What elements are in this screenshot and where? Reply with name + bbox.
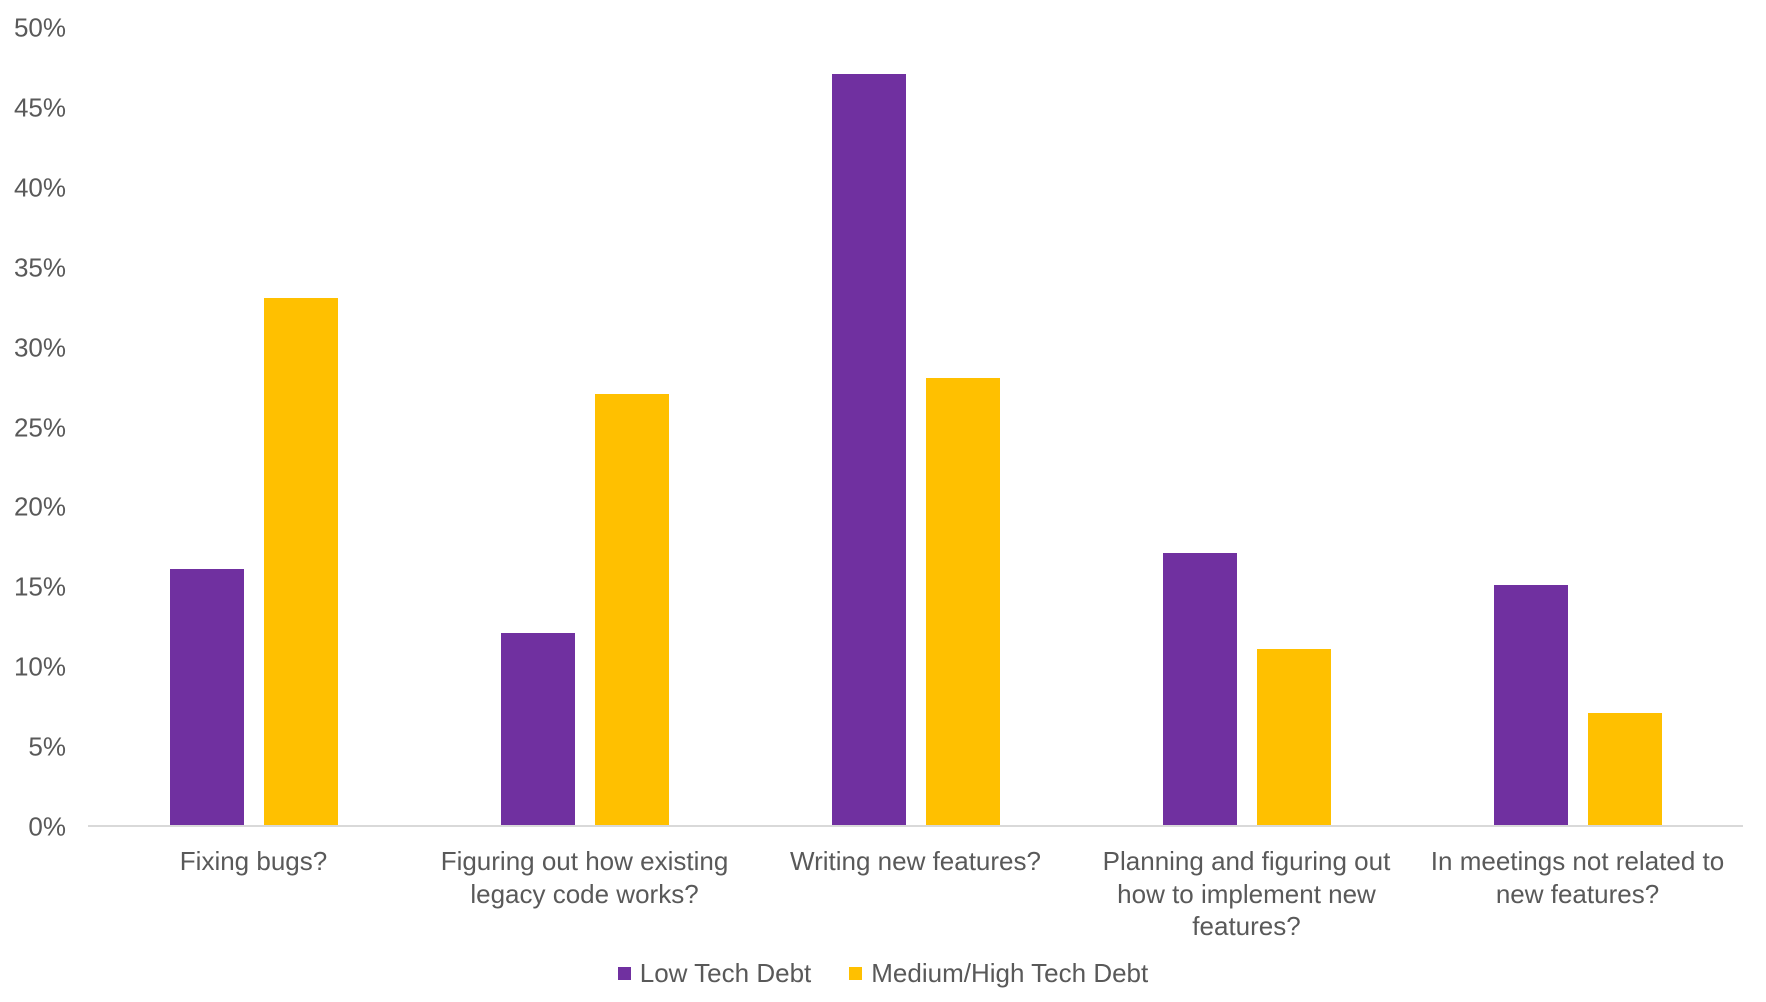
legend-label-low-tech-debt: Low Tech Debt	[639, 958, 812, 988]
legend-swatch-low-tech-debt-icon	[617, 967, 631, 980]
x-category-label: Writing new features?	[790, 846, 1041, 876]
x-category-label: Figuring out how existing legacy code wo…	[440, 846, 729, 909]
bar-low-tech-debt	[1493, 585, 1568, 825]
y-tick-label: 45%	[13, 92, 66, 123]
y-tick-label: 35%	[13, 252, 66, 283]
bar-group	[1081, 28, 1412, 825]
bar-group	[419, 28, 750, 825]
y-tick-label: 0%	[28, 811, 66, 842]
y-tick-label: 50%	[13, 12, 66, 43]
y-tick-label: 25%	[13, 412, 66, 442]
bar-medium-high-tech-debt	[263, 297, 338, 825]
y-tick-label: 40%	[13, 172, 66, 203]
bar-medium-high-tech-debt	[1256, 649, 1331, 825]
plot-area	[88, 28, 1743, 827]
bar-medium-high-tech-debt	[594, 393, 669, 825]
x-category-label: In meetings not related to new features?	[1430, 846, 1725, 909]
legend-item-medium-high-tech-debt: Medium/High Tech Debt	[849, 958, 1148, 989]
y-tick-label: 30%	[13, 332, 66, 363]
bar-group	[88, 28, 419, 825]
bar-low-tech-debt	[831, 73, 906, 825]
bar-group	[750, 28, 1081, 825]
bar-low-tech-debt	[169, 569, 244, 825]
y-tick-label: 15%	[13, 571, 66, 602]
bar-medium-high-tech-debt	[925, 377, 1000, 825]
x-category-label: Planning and figuring out how to impleme…	[1102, 846, 1391, 941]
legend-swatch-medium-high-tech-debt-icon	[849, 967, 863, 980]
y-axis: 0% 5% 10% 15% 20% 25% 30% 35% 40% 45% 50%	[0, 0, 66, 1002]
bar-group	[1412, 28, 1743, 825]
legend-item-low-tech-debt: Low Tech Debt	[617, 958, 812, 989]
bar-low-tech-debt	[500, 633, 575, 825]
bar-low-tech-debt	[1162, 553, 1237, 825]
legend: Low Tech Debt Medium/High Tech Debt	[0, 958, 1766, 989]
bar-medium-high-tech-debt	[1587, 713, 1662, 825]
legend-label-medium-high-tech-debt: Medium/High Tech Debt	[871, 958, 1149, 988]
y-tick-label: 10%	[13, 651, 66, 682]
x-category-label: Fixing bugs?	[179, 846, 328, 876]
y-tick-label: 5%	[28, 731, 66, 762]
y-tick-label: 20%	[13, 491, 66, 522]
